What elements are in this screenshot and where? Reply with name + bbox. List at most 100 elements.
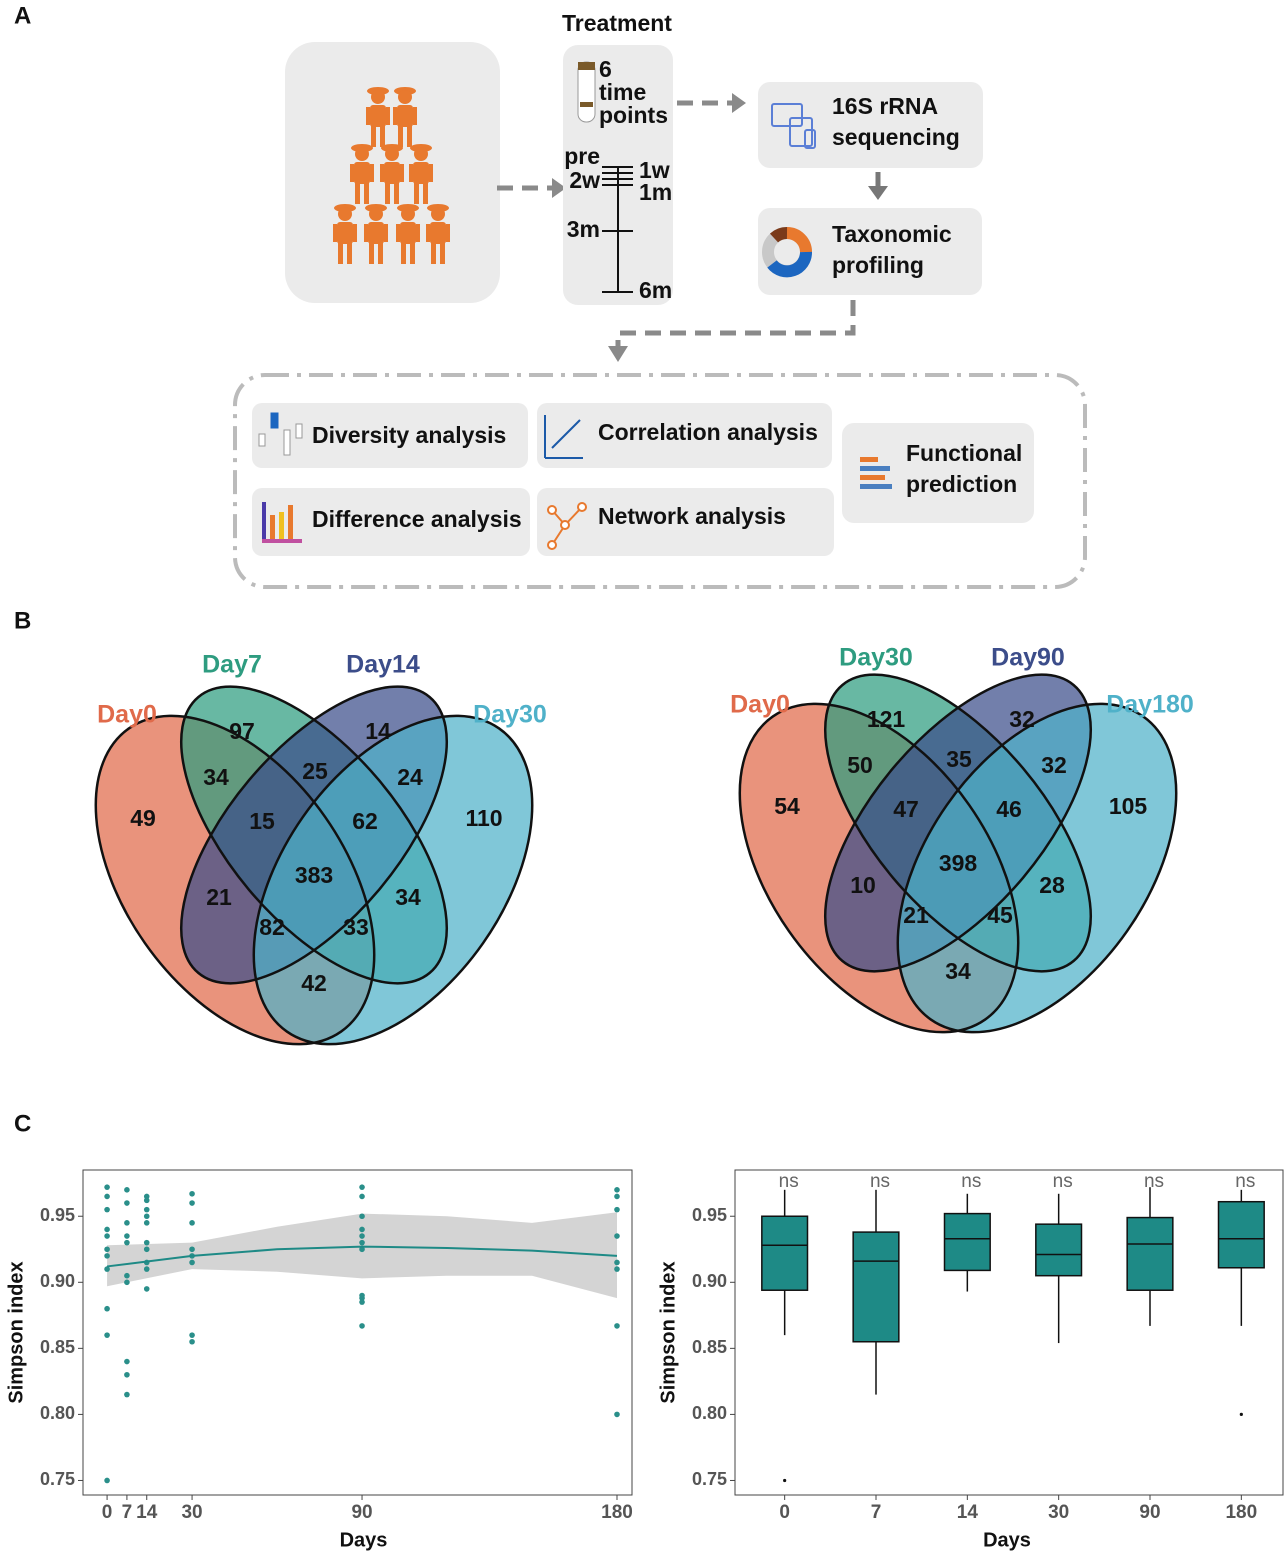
y-tick-label: 0.80 [692, 1403, 727, 1423]
analysis-text: prediction [906, 471, 1017, 497]
point [614, 1193, 620, 1200]
venn-count: 25 [302, 758, 328, 784]
point [104, 1477, 110, 1484]
box [1217, 1200, 1265, 1269]
y-tick-label: 0.95 [692, 1205, 727, 1225]
point [359, 1184, 365, 1190]
x-tick-label: 90 [351, 1502, 372, 1523]
venn-count: 110 [465, 805, 502, 831]
point [614, 1206, 620, 1213]
venn-outline [823, 673, 1093, 973]
point [124, 1233, 130, 1239]
venn-count: 28 [1039, 872, 1065, 898]
analysis-text: Functional [906, 440, 1022, 466]
box-text: Taxonomic [832, 221, 952, 247]
y-axis-label: Simpson index [5, 1261, 27, 1403]
point [359, 1233, 365, 1239]
analysis-frame [233, 373, 1087, 589]
venn-outline [823, 673, 1093, 973]
boxplot-icon [258, 412, 303, 456]
venn-count: 32 [1009, 706, 1035, 732]
venn-count: 33 [343, 914, 369, 940]
arrow-head [552, 178, 566, 198]
timepoints-text: time [599, 79, 646, 105]
x-tick-label: 30 [181, 1502, 202, 1523]
x-tick-label: 14 [136, 1502, 158, 1523]
timepoints-text: points [599, 102, 668, 128]
panel-label: C [14, 1110, 31, 1137]
venn-set-label: Day30 [473, 701, 547, 729]
x-axis-label: Days [340, 1529, 388, 1551]
point [104, 1266, 110, 1272]
box-text: profiling [832, 252, 924, 278]
panel-label: B [14, 607, 31, 634]
smooth-line [106, 1245, 618, 1268]
timepoints-text: 6 [599, 56, 612, 82]
bar-icon [262, 502, 302, 543]
venn-outline [252, 714, 534, 1046]
venn-count: 21 [903, 902, 929, 928]
network-icon [547, 502, 587, 550]
point [359, 1193, 365, 1200]
venn-set-label: Day180 [1106, 691, 1194, 719]
analysis-box [252, 403, 528, 468]
point [143, 1213, 150, 1220]
analysis-text: Network analysis [598, 503, 786, 529]
point [104, 1246, 110, 1253]
y-tick-label: 0.90 [40, 1271, 75, 1291]
point [359, 1226, 365, 1233]
point [359, 1239, 365, 1246]
x-tick-label: 180 [601, 1502, 633, 1523]
point [359, 1295, 365, 1301]
box-text: 16S rRNA [832, 93, 938, 119]
point [124, 1200, 130, 1206]
venn-count: 82 [259, 914, 285, 940]
x-tick-label: 0 [102, 1502, 113, 1523]
venn-count: 46 [996, 796, 1022, 822]
venn-set [897, 703, 1177, 1033]
point [614, 1233, 620, 1239]
x-tick-label: 7 [122, 1502, 133, 1523]
point [143, 1193, 150, 1200]
point [104, 1206, 110, 1213]
analysis-text: Diversity analysis [312, 422, 506, 448]
point [143, 1286, 150, 1292]
significance-label: ns [1235, 1171, 1255, 1192]
point [124, 1279, 130, 1286]
donut-icon [762, 227, 812, 278]
x-tick-label: 0 [779, 1502, 790, 1523]
outlier [783, 1478, 787, 1483]
point [189, 1246, 195, 1253]
point [614, 1259, 620, 1266]
point [104, 1332, 110, 1338]
point [124, 1371, 130, 1378]
point [359, 1213, 365, 1220]
venn-count: 24 [397, 764, 423, 790]
point [189, 1200, 195, 1206]
point [124, 1391, 130, 1398]
y-axis-label: Simpson index [657, 1261, 679, 1403]
point [104, 1193, 110, 1200]
arrow-head [868, 186, 888, 200]
y-tick-label: 0.85 [692, 1337, 727, 1357]
venn-count: 42 [301, 970, 327, 996]
y-tick-label: 0.80 [40, 1403, 75, 1423]
analysis-box [537, 488, 834, 556]
point [143, 1239, 150, 1246]
analysis-text: Difference analysis [312, 506, 522, 532]
analysis-box [252, 488, 530, 556]
workflow: Treatment 6 time points pre 2w 3m 1w 1m … [233, 10, 1087, 589]
venn-set-label: Day30 [839, 644, 913, 672]
treatment-title: Treatment [562, 10, 672, 36]
venn-count: 54 [774, 793, 800, 819]
point [614, 1323, 620, 1329]
outlier [1239, 1412, 1243, 1417]
x-tick-label: 180 [1225, 1502, 1257, 1523]
point [359, 1299, 365, 1305]
analysis-box [842, 423, 1034, 523]
box [1126, 1216, 1174, 1291]
analysis-text: Correlation analysis [598, 419, 818, 445]
y-tick-label: 0.85 [40, 1337, 75, 1357]
point [124, 1239, 130, 1246]
